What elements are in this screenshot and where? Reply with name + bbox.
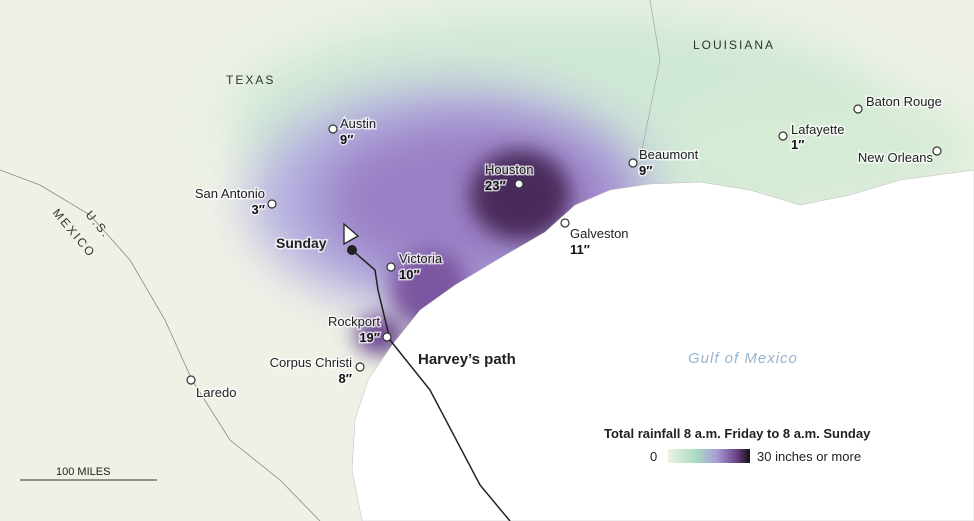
gulf [351, 169, 974, 521]
legend-max: 30 inches or more [757, 449, 861, 464]
legend-title: Total rainfall 8 a.m. Friday to 8 a.m. S… [604, 426, 871, 441]
city-name: Victoria [399, 251, 443, 266]
rainfall: 19″ [359, 330, 380, 345]
legend: Total rainfall 8 a.m. Friday to 8 a.m. S… [604, 426, 871, 464]
rainfall: 9″ [639, 163, 652, 178]
region-label: LOUISIANA [693, 38, 775, 52]
rainfall: 1″ [791, 137, 804, 152]
city-name: Baton Rouge [866, 94, 942, 109]
city-name: Houston [485, 162, 533, 177]
city-dot [186, 375, 196, 385]
city-name: Austin [340, 116, 376, 131]
city-name: Rockport [328, 314, 380, 329]
city-name: New Orleans [858, 150, 934, 165]
region-label: TEXAS [226, 73, 275, 87]
city-dot [267, 199, 277, 209]
city-dot [386, 262, 396, 272]
path-label: Harvey’s path [418, 351, 516, 368]
rainfall: 11″ [570, 242, 590, 257]
city-dot [628, 158, 638, 168]
city-dot [514, 179, 524, 189]
border [0, 169, 321, 521]
city-dot [382, 332, 392, 342]
city-name: Beaumont [639, 147, 699, 162]
rainfall: 9″ [340, 132, 353, 147]
city-name: San Antonio [195, 186, 265, 201]
rainfall: 23″ [485, 178, 506, 193]
rainfall: 10″ [399, 267, 420, 282]
city-name: Galveston [570, 226, 629, 241]
rainfall: 8″ [339, 371, 352, 386]
city-name: Corpus Christi [270, 355, 352, 370]
day-label: Sunday [276, 235, 327, 251]
sea-label: Gulf of Mexico [688, 350, 798, 367]
legend-bar [668, 449, 750, 463]
city-name: Lafayette [791, 122, 845, 137]
city-dot [932, 146, 942, 156]
city-dot [328, 124, 338, 134]
state-line [639, 0, 661, 161]
legend-min: 0 [650, 449, 657, 464]
city-dot [560, 218, 570, 228]
city-dot [778, 131, 788, 141]
rainfall: 3″ [252, 202, 265, 217]
scale-label: 100 MILES [56, 466, 110, 478]
city-name: Laredo [196, 385, 236, 400]
city-dot [355, 362, 365, 372]
city-dot [853, 104, 863, 114]
scale-bar: 100 MILES [20, 466, 157, 481]
